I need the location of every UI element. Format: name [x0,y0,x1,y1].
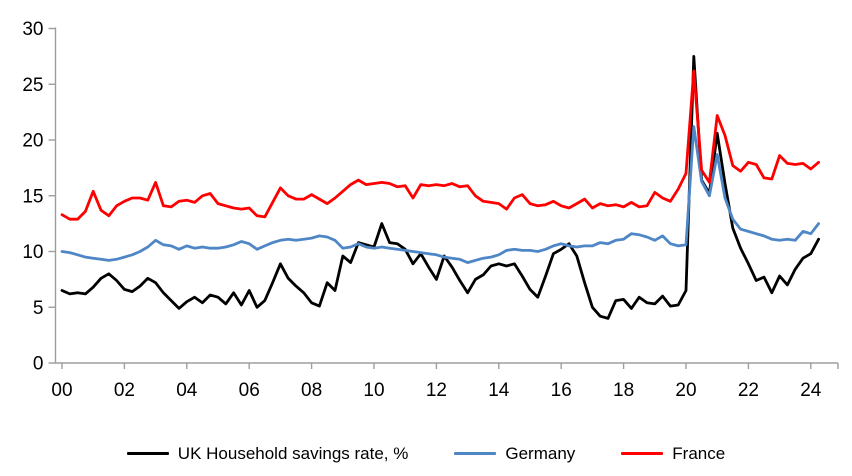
series-line-germany [60,125,820,265]
y-tick-label: 5 [33,298,44,319]
legend-label-germany: Germany [505,444,576,463]
x-tick-label: 10 [363,380,384,401]
chart-legend: UK Household savings rate, % Germany Fra… [0,445,852,462]
legend-item-france: France [621,445,725,462]
x-tick-label: 08 [301,380,322,401]
chart-canvas: 0 5 10 15 20 25 30 00 02 04 06 08 10 12 14 16 18 20 22 24 [22,19,839,401]
x-tick-label: 22 [738,380,759,401]
y-tick-label: 0 [33,354,44,375]
legend-label-uk: UK Household savings rate, % [177,444,409,463]
legend-item-uk: UK Household savings rate, % [126,444,409,463]
x-tick-label: 16 [551,380,572,401]
x-tick-label: 20 [675,380,696,401]
x-tick-label: 00 [51,380,72,401]
legend-label-france: France [672,444,726,463]
x-tick-label: 18 [613,380,634,401]
x-tick-label: 24 [800,380,822,401]
legend-line-france [621,452,664,455]
legend-item-germany: Germany [454,445,575,462]
y-tick-label: 10 [22,242,43,263]
legend-line-uk [126,452,169,455]
y-tick-label: 20 [22,131,43,152]
y-tick-label: 15 [22,186,43,207]
x-tick-label: 02 [114,380,135,401]
x-tick-label: 04 [176,380,198,401]
y-tick-label: 30 [22,19,43,40]
legend-line-germany [454,452,497,455]
x-tick-label: 06 [239,380,260,401]
x-tick-label: 14 [488,380,510,401]
y-tick-label: 25 [22,75,43,96]
x-tick-label: 12 [426,380,447,401]
series-line-france [60,69,820,221]
